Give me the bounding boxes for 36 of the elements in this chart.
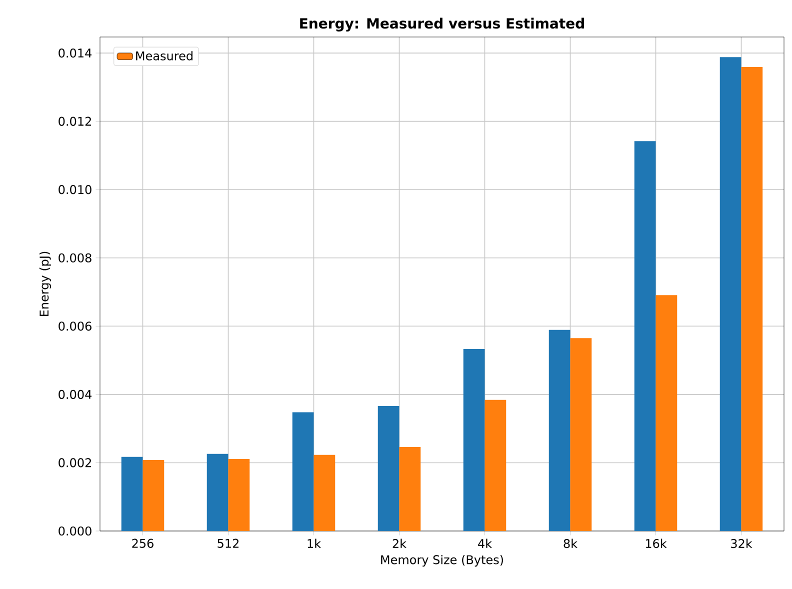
bar <box>314 454 336 531</box>
y-tick-label: 0.012 <box>58 116 91 126</box>
bar <box>399 447 421 531</box>
bar <box>548 330 570 531</box>
bar <box>656 295 678 531</box>
y-tick-label: 0.004 <box>58 390 92 399</box>
x-axis-title: Memory Size (Bytes) <box>381 554 504 567</box>
bar <box>378 406 400 531</box>
x-tick-label: 8k <box>564 538 578 548</box>
y-tick-label: 0.008 <box>58 253 92 262</box>
x-tick-label: 256 <box>132 538 154 548</box>
y-tick-label: 0.006 <box>58 322 92 331</box>
x-tick-label: 4k <box>478 538 492 548</box>
bar <box>292 412 314 531</box>
bar <box>121 456 143 531</box>
bar <box>228 458 250 531</box>
x-tick-label: 2k <box>392 538 407 548</box>
bar <box>206 454 228 531</box>
bar <box>142 460 164 531</box>
y-tick-label: 0.014 <box>58 48 92 58</box>
y-tick-label: 0.000 <box>58 526 92 536</box>
bar <box>720 57 742 531</box>
y-tick-label: 0.010 <box>58 185 92 194</box>
bar <box>463 349 485 531</box>
x-tick-label: 512 <box>218 538 238 548</box>
bar <box>741 67 763 531</box>
x-tick-label: 16k <box>646 538 667 548</box>
bar <box>634 141 656 531</box>
y-axis-title: Energy (pJ) <box>39 252 51 316</box>
x-tick-label: 1k <box>308 538 322 548</box>
legend-label: Measured <box>136 51 192 60</box>
x-tick-label: 32k <box>731 538 752 548</box>
bar <box>484 400 506 531</box>
y-tick-label: 0.002 <box>58 458 91 468</box>
bar <box>570 338 592 531</box>
chart-title: Energy: Measured versus Estimated <box>300 18 584 32</box>
